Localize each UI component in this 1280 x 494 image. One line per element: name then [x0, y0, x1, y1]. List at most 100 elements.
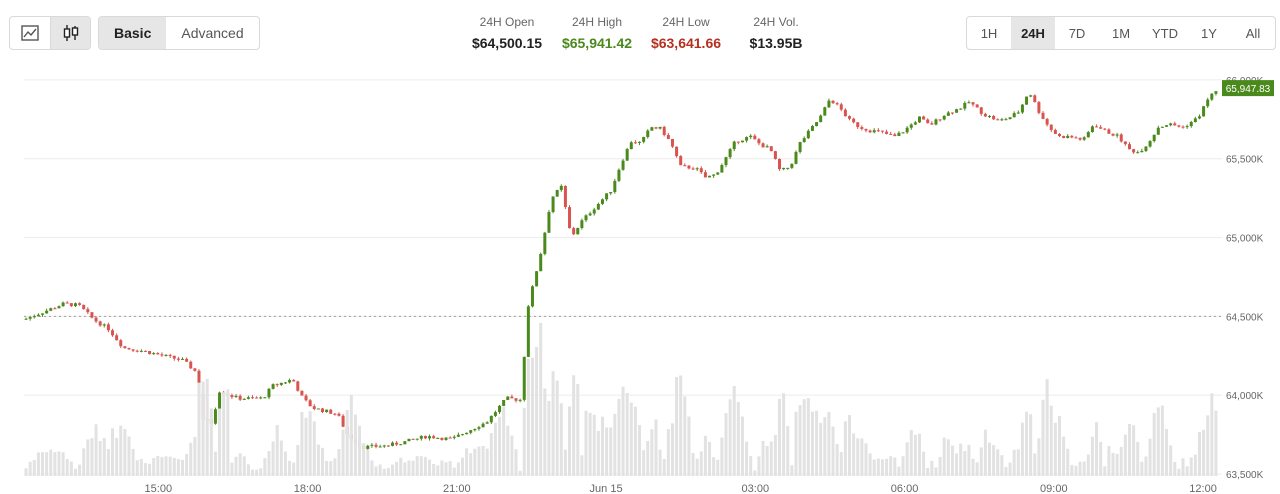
- candle-body: [1074, 137, 1078, 139]
- candle-body: [592, 209, 596, 214]
- candle-body: [559, 185, 563, 191]
- volume-bar: [605, 427, 609, 476]
- candle-body: [1160, 126, 1164, 128]
- volume-bar: [683, 396, 687, 476]
- candle-body: [913, 122, 917, 125]
- volume-bar: [222, 392, 226, 476]
- volume-bar: [111, 428, 115, 476]
- range-7d-button[interactable]: 7D: [1068, 25, 1086, 41]
- volume-bar: [65, 458, 69, 476]
- candle-body: [535, 271, 539, 287]
- volume-bar: [1033, 453, 1037, 476]
- candle-body: [526, 306, 530, 357]
- candle-body: [502, 399, 506, 406]
- range-1h-button[interactable]: 1H: [980, 25, 998, 41]
- volume-bar: [353, 414, 357, 476]
- volume-bar: [802, 399, 806, 476]
- candle-body: [992, 116, 996, 120]
- candle-body: [670, 138, 674, 147]
- volume-bar: [654, 419, 658, 476]
- candlestick-button[interactable]: [50, 17, 90, 49]
- candle-body: [337, 413, 341, 416]
- candle-body: [823, 107, 827, 116]
- range-24h-button[interactable]: 24H: [1011, 17, 1055, 49]
- volume-bar: [823, 417, 827, 476]
- candle-body: [1197, 116, 1201, 119]
- candle-body: [49, 308, 53, 311]
- line-chart-button[interactable]: [10, 17, 50, 49]
- candle-body: [432, 436, 436, 439]
- volume-bar: [703, 435, 707, 476]
- candle-body: [333, 413, 337, 415]
- candle-body: [460, 434, 464, 436]
- stat-volume-value: $13.95B: [749, 35, 803, 51]
- candle-body: [386, 445, 390, 447]
- volume-bar: [205, 378, 209, 476]
- advanced-button[interactable]: Advanced: [181, 25, 244, 41]
- volume-bar: [275, 425, 279, 476]
- volume-bar: [633, 406, 637, 476]
- range-1m-button[interactable]: 1M: [1111, 25, 1131, 41]
- candle-body: [1127, 144, 1131, 150]
- volume-bar: [1165, 428, 1169, 476]
- volume-bar: [596, 430, 600, 476]
- candle-body: [749, 135, 753, 138]
- volume-bar: [53, 452, 57, 476]
- candle-body: [621, 160, 625, 170]
- y-tick-label: 65,500K: [1226, 155, 1264, 166]
- candle-body: [78, 303, 82, 305]
- volume-bar: [82, 448, 86, 476]
- volume-bar: [333, 458, 337, 476]
- y-tick-label: 64,500K: [1226, 312, 1264, 323]
- candle-body: [1119, 134, 1123, 142]
- volume-bar: [831, 426, 835, 476]
- candle-body: [148, 350, 152, 355]
- candle-body: [181, 358, 185, 360]
- volume-bar: [518, 470, 522, 476]
- candle-body: [382, 445, 386, 447]
- candle-body: [24, 318, 28, 320]
- volume-bar: [341, 429, 345, 476]
- candle-body: [498, 405, 502, 413]
- candle-body: [251, 397, 255, 399]
- volume-bar: [786, 425, 790, 476]
- volume-bar: [522, 407, 526, 476]
- range-ytd-button[interactable]: YTD: [1152, 25, 1178, 41]
- candle-body: [547, 212, 551, 233]
- candle-body: [983, 113, 987, 117]
- basic-button[interactable]: Basic: [99, 17, 167, 49]
- range-all-button[interactable]: All: [1245, 25, 1261, 41]
- range-1y-button[interactable]: 1Y: [1201, 25, 1217, 41]
- volume-bar: [695, 458, 699, 476]
- volume-bar: [57, 451, 61, 476]
- candle-body: [197, 370, 201, 394]
- line-chart-icon: [21, 25, 39, 41]
- candle-body: [1206, 99, 1210, 107]
- candle-body: [1095, 126, 1099, 128]
- volume-bar: [428, 459, 432, 476]
- volume-bar: [922, 451, 926, 476]
- x-tick-label: 06:00: [891, 483, 919, 494]
- volume-bar: [1181, 458, 1185, 476]
- volume-bar: [1029, 414, 1033, 476]
- volume-bar: [880, 459, 884, 476]
- candle-body: [1000, 119, 1004, 121]
- volume-bar: [913, 434, 917, 476]
- candle-body: [1090, 126, 1094, 133]
- candle-body: [790, 163, 794, 168]
- candle-body: [930, 123, 934, 125]
- candle-body: [675, 146, 679, 157]
- candle-body: [588, 213, 592, 216]
- candle-body: [897, 132, 901, 137]
- volume-bar: [36, 452, 40, 476]
- volume-bar: [675, 377, 679, 476]
- volume-bar: [848, 415, 852, 476]
- candle-body: [1123, 141, 1127, 145]
- volume-bar: [1111, 452, 1115, 476]
- volume-bar: [329, 461, 333, 476]
- stat-high-value: $65,941.42: [561, 35, 633, 51]
- candle-body: [1082, 137, 1086, 140]
- candle-body: [131, 349, 135, 351]
- volume-bar: [374, 466, 378, 476]
